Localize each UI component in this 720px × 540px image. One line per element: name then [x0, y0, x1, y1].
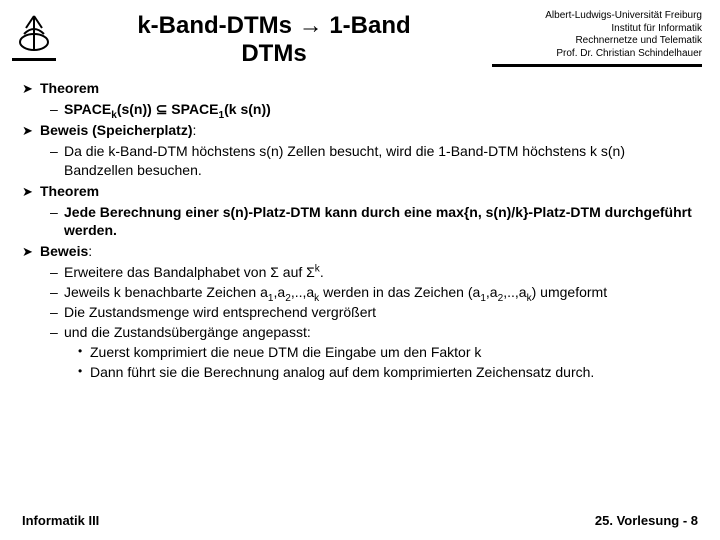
- theorem-2-label: Theorem: [40, 183, 99, 199]
- beweis-2-label: Beweis: [40, 243, 88, 259]
- title-line2: DTMs: [241, 40, 306, 67]
- space-pre: SPACE: [64, 101, 111, 117]
- affil-line-4: Prof. Dr. Christian Schindelhauer: [492, 48, 702, 61]
- chevron-icon: ➤: [22, 183, 33, 201]
- item-extend-alphabet: Erweitere das Bandalphabet von Σ auf Σk.: [50, 263, 698, 282]
- footer-left: Informatik III: [22, 513, 99, 528]
- theorem-1-label: Theorem: [40, 80, 99, 96]
- space-mid: (s(n)) ⊆ SPACE: [117, 101, 219, 117]
- beweis-2-colon: :: [88, 243, 92, 259]
- item-states-enlarged: Die Zustandsmenge wird entsprechend verg…: [50, 303, 698, 322]
- grp-c2: ,a: [486, 284, 498, 300]
- chevron-icon: ➤: [22, 80, 33, 98]
- item-space-inclusion: SPACEk(s(n)) ⊆ SPACE1(k s(n)): [50, 100, 698, 119]
- beweis-1-label: Beweis (Speicherplatz): [40, 122, 193, 138]
- title-line1: k-Band-DTMs → 1-Band: [137, 12, 410, 39]
- affiliation: Albert-Ludwigs-Universität Freiburg Inst…: [492, 8, 702, 60]
- theorem-2-text: Jede Berechnung einer s(n)-Platz-DTM kan…: [64, 204, 692, 239]
- logo-underline: [12, 58, 56, 61]
- item-run-analog: Dann führt sie die Berechnung analog auf…: [78, 363, 698, 382]
- affil-line-1: Albert-Ludwigs-Universität Freiburg: [492, 10, 702, 23]
- alpha-post: .: [320, 264, 324, 280]
- item-beweis-1: ➤ Beweis (Speicherplatz):: [22, 121, 698, 140]
- slide-title: k-Band-DTMs → 1-Band DTMs: [64, 12, 484, 67]
- item-transitions-adapted: und die Zustandsübergänge angepasst:: [50, 323, 698, 342]
- item-compress-input: Zuerst komprimiert die neue DTM die Eing…: [78, 343, 698, 362]
- grp-mid2: werden in das Zeichen (a: [319, 284, 480, 300]
- grp-c1: ,a: [274, 284, 286, 300]
- grp-end: ) umgeformt: [532, 284, 607, 300]
- footer-right: 25. Vorlesung - 8: [595, 513, 698, 528]
- item-beweis-2: ➤ Beweis:: [22, 242, 698, 261]
- space-end: (k s(n)): [224, 101, 271, 117]
- item-theorem-2: ➤ Theorem: [22, 182, 698, 201]
- slide: k-Band-DTMs → 1-Band DTMs Albert-Ludwigs…: [0, 0, 720, 540]
- affil-line-2: Institut für Informatik: [492, 23, 702, 36]
- grp-mid: ,..,a: [291, 284, 314, 300]
- alpha-pre: Erweitere das Bandalphabet von Σ auf Σ: [64, 264, 315, 280]
- grp-mid3: ,..,a: [503, 284, 526, 300]
- item-theorem-2-detail: Jede Berechnung einer s(n)-Platz-DTM kan…: [50, 203, 698, 241]
- chevron-icon: ➤: [22, 243, 33, 261]
- item-beweis-1-detail: Da die k-Band-DTM höchstens s(n) Zellen …: [50, 142, 698, 180]
- body: ➤ Theorem SPACEk(s(n)) ⊆ SPACE1(k s(n)) ➤…: [0, 67, 720, 381]
- chevron-icon: ➤: [22, 122, 33, 140]
- footer: Informatik III 25. Vorlesung - 8: [0, 513, 720, 528]
- logo: [12, 8, 56, 61]
- affil-underline: [492, 64, 702, 67]
- affil-line-3: Rechnernetze und Telematik: [492, 35, 702, 48]
- affiliation-block: Albert-Ludwigs-Universität Freiburg Inst…: [492, 8, 702, 67]
- item-theorem-1: ➤ Theorem: [22, 79, 698, 98]
- grp-pre: Jeweils k benachbarte Zeichen a: [64, 284, 268, 300]
- item-group-chars: Jeweils k benachbarte Zeichen a1,a2,..,a…: [50, 283, 698, 302]
- title-block: k-Band-DTMs → 1-Band DTMs: [56, 8, 492, 67]
- header: k-Band-DTMs → 1-Band DTMs Albert-Ludwigs…: [0, 0, 720, 67]
- beweis-1-colon: :: [193, 122, 197, 138]
- uni-logo-icon: [16, 10, 52, 52]
